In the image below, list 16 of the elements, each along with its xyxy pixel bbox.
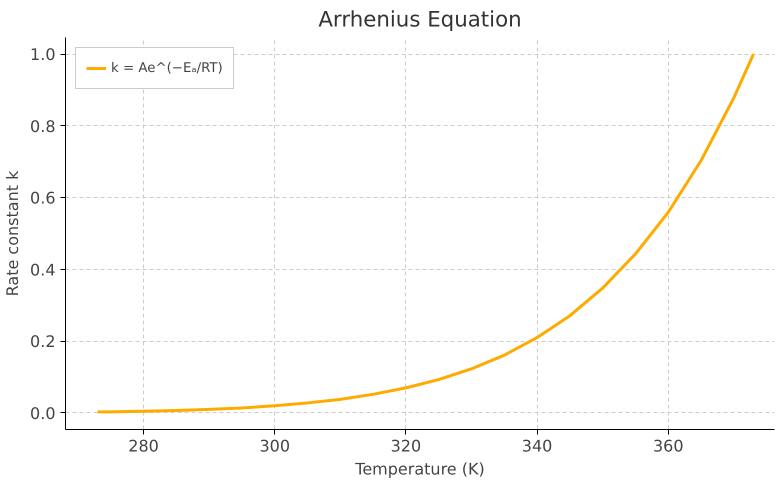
y-tick-label: 0.0	[30, 404, 56, 423]
legend-label: k = Ae^(−Eₐ/RT)	[111, 60, 223, 76]
y-axis-title: Rate constant k	[3, 170, 22, 296]
y-tick-label: 0.4	[30, 260, 56, 280]
chart-title: Arrhenius Equation	[318, 8, 522, 32]
x-tick-label: 360	[652, 436, 684, 456]
x-axis-title: Temperature (K)	[354, 460, 485, 478]
x-tick-label: 340	[522, 436, 552, 456]
y-tick-label: 1.0	[30, 45, 56, 64]
y-tick-label: 0.6	[30, 188, 56, 208]
x-tick-label: 300	[259, 436, 290, 456]
y-tick-label: 0.2	[30, 332, 56, 352]
y-tick-label: 0.8	[30, 116, 56, 136]
x-tick-label: 280	[128, 436, 159, 456]
line-series	[96, 52, 756, 414]
x-tick-label: 320	[390, 436, 422, 456]
